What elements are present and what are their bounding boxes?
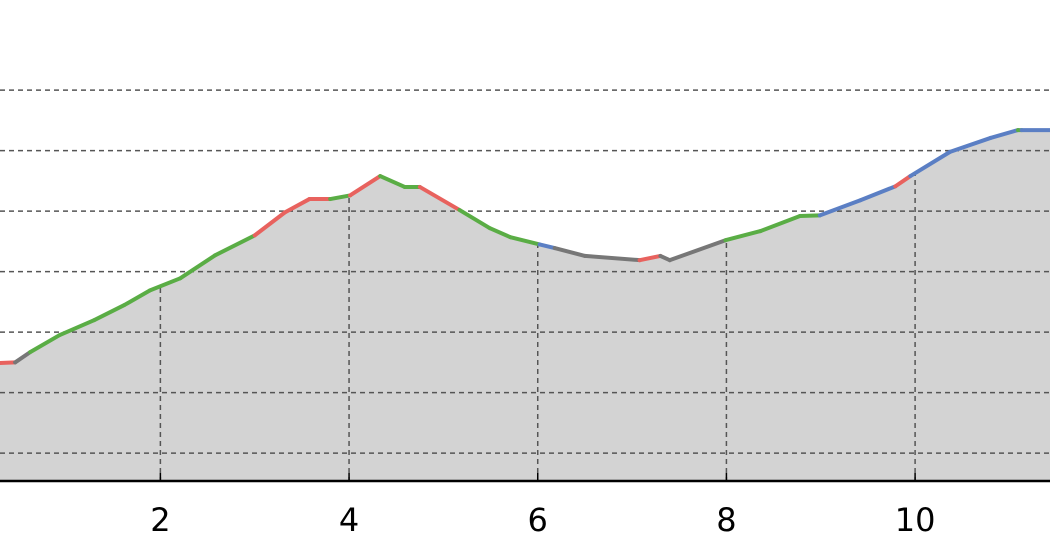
profile-segment — [457, 207, 492, 231]
profile-segment — [858, 184, 898, 203]
area-fill — [0, 130, 1050, 481]
x-tick-label: 6 — [528, 501, 548, 539]
profile-segment — [817, 198, 863, 218]
profile-segment — [178, 253, 218, 281]
profile-segment — [28, 333, 62, 355]
profile-segment — [908, 149, 952, 179]
x-tick-label: 4 — [339, 501, 359, 539]
profile-segment — [92, 302, 127, 323]
profile-segment — [213, 233, 257, 258]
profile-segment — [667, 238, 728, 263]
profile-segment — [378, 174, 407, 189]
x-tick-label: 10 — [895, 501, 936, 539]
profile-segment — [537, 242, 557, 251]
profile-segment — [948, 135, 993, 154]
profile-segment — [122, 288, 152, 307]
profile-segment — [57, 318, 97, 338]
profile-segment — [348, 174, 383, 198]
profile-segment — [758, 213, 802, 234]
profile-segment — [0, 360, 18, 366]
profile-segment — [252, 210, 287, 238]
profile-segment — [328, 193, 352, 202]
profile-segment — [893, 174, 913, 189]
profile-segment — [282, 197, 312, 215]
profile-segment — [487, 226, 513, 240]
profile-segment — [798, 213, 822, 218]
x-tick-label: 2 — [150, 501, 170, 539]
profile-segment — [988, 128, 1020, 140]
profile-segment — [637, 253, 663, 263]
profile-segment — [552, 246, 587, 258]
profile-segment — [417, 184, 462, 212]
profile-segment — [148, 276, 183, 293]
profile-segment — [508, 235, 542, 247]
profile-segment — [13, 350, 33, 365]
x-tick-label: 8 — [716, 501, 736, 539]
profile-segment — [723, 229, 763, 243]
profile-segment — [582, 253, 642, 263]
